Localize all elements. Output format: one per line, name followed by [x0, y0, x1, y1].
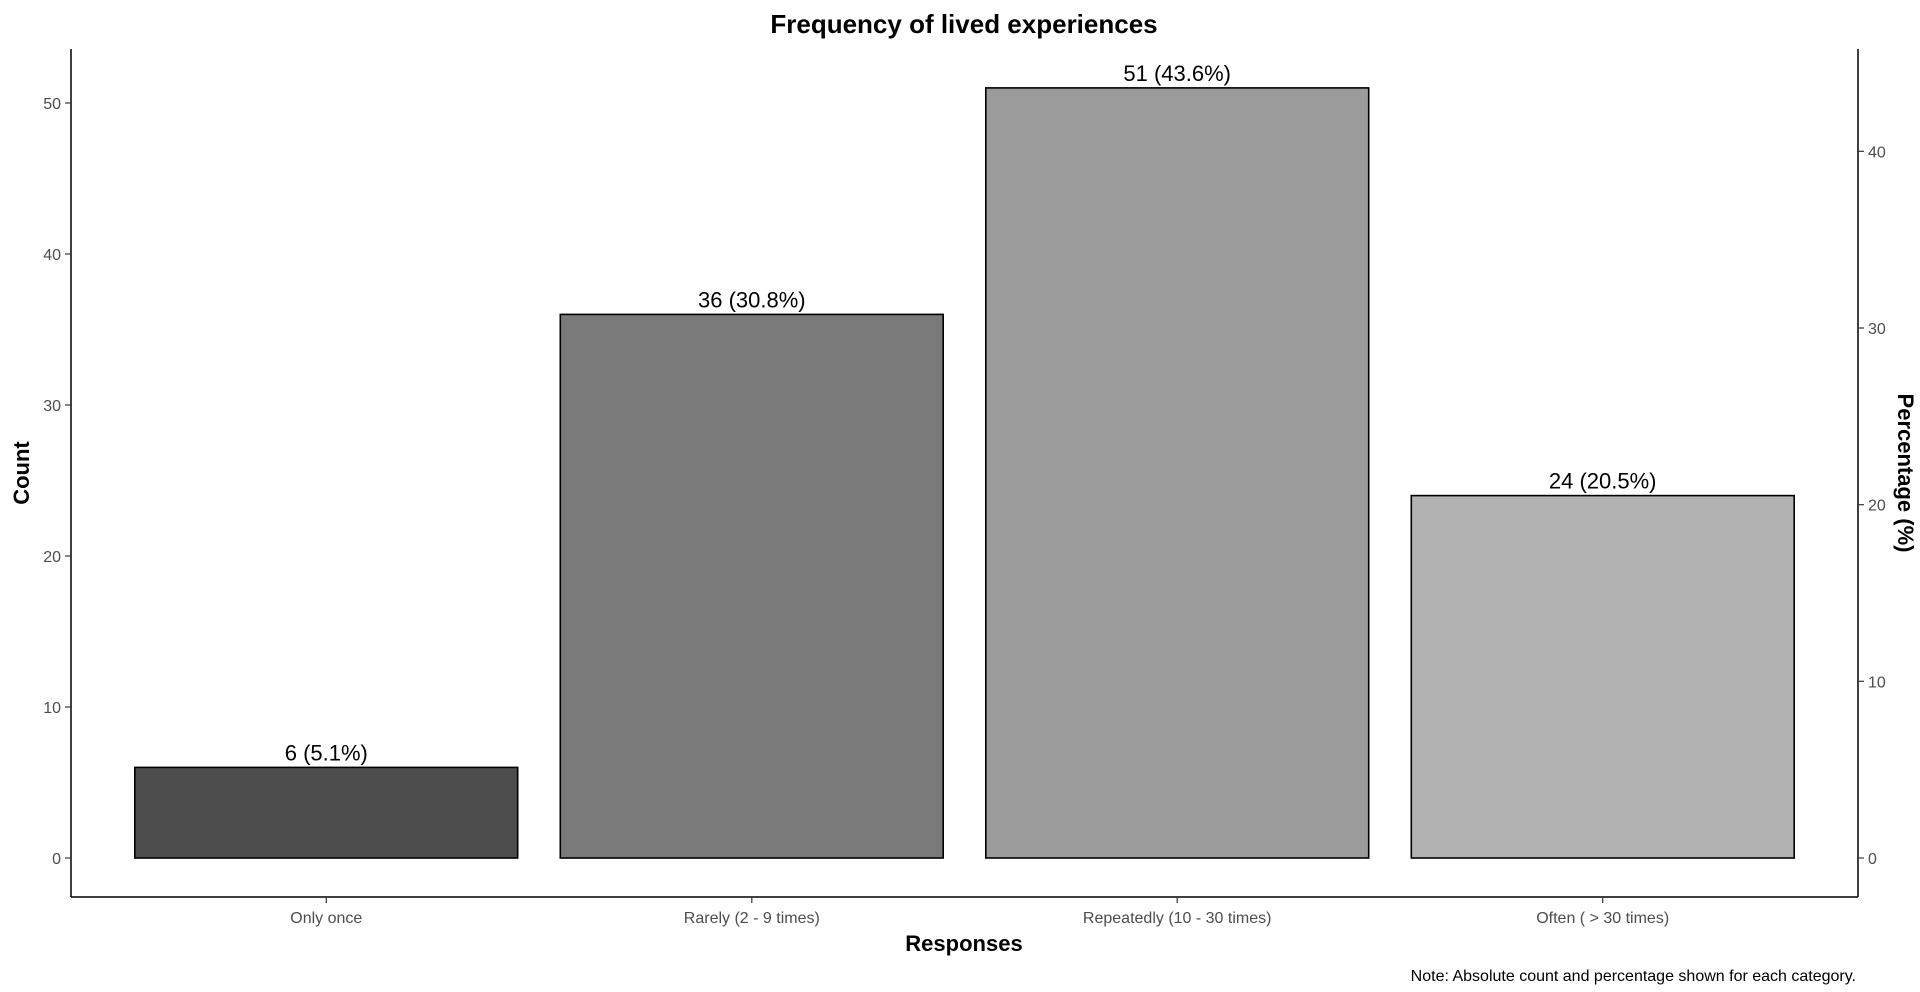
data-labels-group: 6 (5.1%) 36 (30.8%) 51 (43.6%) 24 (20.5%)	[285, 61, 1657, 766]
data-label-1: 36 (30.8%)	[698, 287, 806, 312]
bar-2	[984, 87, 1370, 859]
x-tick-label-0: Only once	[290, 910, 362, 927]
chart-title: Frequency of lived experiences	[770, 9, 1157, 39]
x-axis-title: Responses	[905, 931, 1022, 956]
bar-1	[559, 313, 944, 859]
y2-tick-label-3: 30	[1868, 321, 1886, 338]
y2-tick-label-4: 40	[1868, 144, 1886, 161]
y-tick-label-3: 30	[43, 398, 61, 415]
y-tick-label-4: 40	[43, 247, 61, 264]
y2-axis-ticks: 0 10 20 30 40	[1858, 144, 1886, 868]
y-tick-label-5: 50	[43, 96, 61, 113]
y-axis-ticks: 0 10 20 30 40 50	[43, 96, 71, 868]
y-tick-label-2: 20	[43, 549, 61, 566]
x-tick-label-1: Rarely (2 - 9 times)	[684, 910, 820, 927]
chart-note: Note: Absolute count and percentage show…	[1411, 968, 1856, 985]
x-tick-label-3: Often ( > 30 times)	[1536, 910, 1669, 927]
y2-tick-label-2: 20	[1868, 498, 1886, 515]
data-label-0: 6 (5.1%)	[285, 740, 368, 765]
y-axis-title: Count	[9, 441, 34, 505]
bar-0	[134, 766, 519, 859]
bars-group	[134, 87, 1796, 859]
bar-3	[1410, 494, 1796, 859]
data-label-3: 24 (20.5%)	[1549, 469, 1657, 494]
y-tick-label-1: 10	[43, 700, 61, 717]
data-label-2: 51 (43.6%)	[1123, 61, 1231, 86]
y2-tick-label-0: 0	[1868, 851, 1877, 868]
y2-tick-label-1: 10	[1868, 674, 1886, 691]
x-axis-ticks: Only once Rarely (2 - 9 times) Repeatedly …	[290, 897, 1669, 927]
x-tick-label-2: Repeatedly (10 - 30 times)	[1083, 910, 1272, 927]
y2-axis-title: Percentage (%)	[1893, 394, 1918, 553]
y-tick-label-0: 0	[52, 851, 61, 868]
